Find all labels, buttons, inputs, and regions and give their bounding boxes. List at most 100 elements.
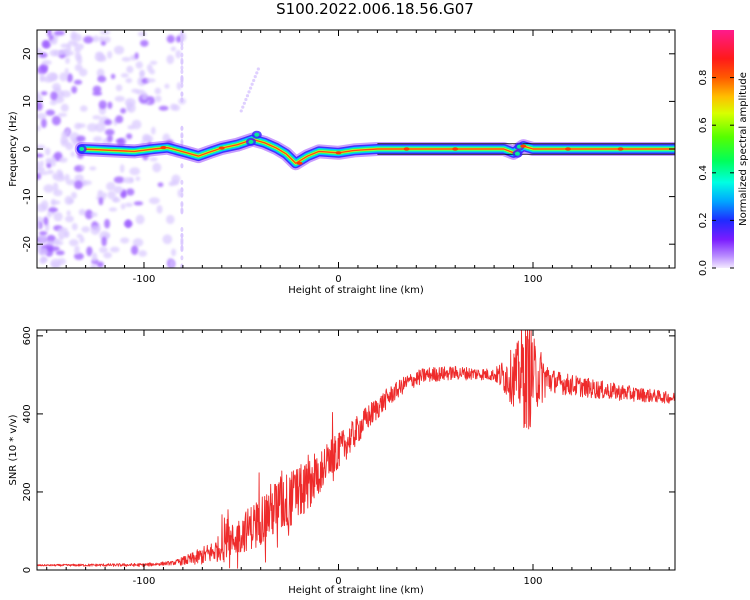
noise-blob bbox=[104, 119, 113, 126]
noise-blob bbox=[175, 35, 182, 43]
spectrogram-xtick-label: 0 bbox=[335, 274, 341, 285]
noise-blob bbox=[180, 255, 184, 261]
noise-blob bbox=[146, 78, 156, 83]
noise-blob bbox=[158, 105, 169, 111]
snr-xlabel: Height of straight line (km) bbox=[288, 585, 424, 596]
noise-blob bbox=[37, 102, 43, 111]
noise-blob bbox=[37, 161, 42, 171]
noise-blob bbox=[37, 112, 47, 120]
signal-hotspot bbox=[160, 145, 167, 150]
noise-blob bbox=[114, 95, 125, 102]
noise-blob bbox=[92, 35, 100, 43]
noise-blob bbox=[133, 201, 144, 206]
snr-ylabel: SNR (10 * v/v) bbox=[8, 414, 19, 485]
noise-blob bbox=[170, 46, 177, 52]
noise-blob bbox=[98, 197, 104, 206]
noise-blob bbox=[67, 199, 74, 204]
noise-blob bbox=[180, 227, 184, 233]
noise-blob bbox=[109, 246, 120, 253]
noise-blob bbox=[120, 73, 129, 78]
noise-blob bbox=[110, 73, 116, 80]
noise-blob bbox=[149, 157, 158, 162]
noise-blob bbox=[164, 83, 170, 89]
noise-blob bbox=[175, 49, 182, 59]
noise-blob bbox=[58, 236, 64, 241]
noise-blob bbox=[107, 190, 116, 200]
noise-blob bbox=[107, 134, 113, 143]
noise-blob bbox=[74, 51, 81, 61]
noise-blob bbox=[180, 192, 184, 198]
noise-blob bbox=[37, 47, 42, 54]
noise-blob bbox=[71, 223, 78, 231]
noise-blob bbox=[148, 197, 160, 205]
noise-blob bbox=[46, 210, 52, 218]
noise-blob bbox=[166, 34, 175, 44]
noise-blob bbox=[82, 180, 92, 186]
noise-blob bbox=[104, 128, 115, 136]
noise-blob bbox=[140, 39, 149, 47]
noise-blob bbox=[39, 73, 44, 83]
noise-blob bbox=[138, 250, 148, 257]
noise-blob bbox=[180, 202, 184, 208]
noise-blob bbox=[157, 182, 164, 188]
noise-blob bbox=[135, 214, 145, 225]
noise-blob bbox=[154, 95, 162, 103]
noise-blob bbox=[48, 207, 59, 213]
noise-blob bbox=[66, 50, 75, 56]
noise-blob bbox=[168, 259, 175, 268]
noise-blob bbox=[70, 151, 75, 158]
noise-blob bbox=[256, 67, 260, 71]
noise-blob bbox=[37, 65, 48, 75]
noise-blob bbox=[37, 173, 42, 180]
noise-blob bbox=[172, 104, 181, 111]
noise-blob bbox=[165, 214, 175, 225]
noise-blob bbox=[152, 162, 162, 173]
noise-blob bbox=[41, 60, 52, 66]
noise-blob bbox=[104, 218, 111, 229]
snr-ytick-label: 200 bbox=[22, 482, 33, 501]
noise-blob bbox=[37, 221, 41, 230]
noise-blob bbox=[149, 60, 158, 65]
noise-blob bbox=[92, 136, 103, 143]
colorbar-tick-label: 0.8 bbox=[698, 70, 709, 86]
noise-blob bbox=[74, 174, 84, 184]
noise-blob bbox=[53, 211, 63, 222]
snr-plot: -100 0 100 0 200 400 600 Height of straight l… bbox=[8, 326, 676, 596]
signal-blob-core bbox=[248, 139, 254, 144]
noise-blob bbox=[255, 71, 259, 75]
noise-blob bbox=[41, 118, 47, 129]
noise-blob bbox=[142, 133, 151, 143]
noise-blob bbox=[89, 166, 97, 171]
noise-blob bbox=[180, 179, 184, 185]
noise-blob bbox=[180, 76, 184, 82]
noise-blob bbox=[171, 174, 181, 184]
signal-hotspot bbox=[335, 151, 342, 155]
noise-blob bbox=[98, 100, 107, 110]
signal-hotspot bbox=[403, 147, 410, 151]
noise-blob bbox=[162, 234, 173, 245]
noise-blob bbox=[107, 101, 113, 110]
noise-blob bbox=[37, 91, 40, 100]
noise-blob bbox=[37, 153, 44, 158]
noise-blob bbox=[64, 215, 74, 223]
noise-blob bbox=[99, 246, 108, 254]
spectrogram-ytick-label: 10 bbox=[22, 95, 33, 108]
snr-line bbox=[37, 330, 675, 569]
noise-blob bbox=[40, 91, 48, 96]
noise-blob bbox=[154, 87, 162, 95]
snr-xtick-label: 0 bbox=[335, 576, 341, 587]
noise-blob bbox=[58, 157, 68, 163]
noise-blob bbox=[180, 239, 184, 245]
noise-blob bbox=[53, 238, 61, 244]
signal-hotspot bbox=[296, 161, 303, 165]
noise-blob bbox=[170, 248, 177, 257]
noise-blob bbox=[123, 220, 133, 228]
noise-blob bbox=[126, 65, 134, 74]
noise-blob bbox=[37, 144, 46, 150]
noise-blob bbox=[180, 244, 184, 250]
noise-blob bbox=[57, 112, 68, 117]
noise-blob bbox=[132, 238, 144, 247]
noise-blob bbox=[51, 115, 61, 126]
